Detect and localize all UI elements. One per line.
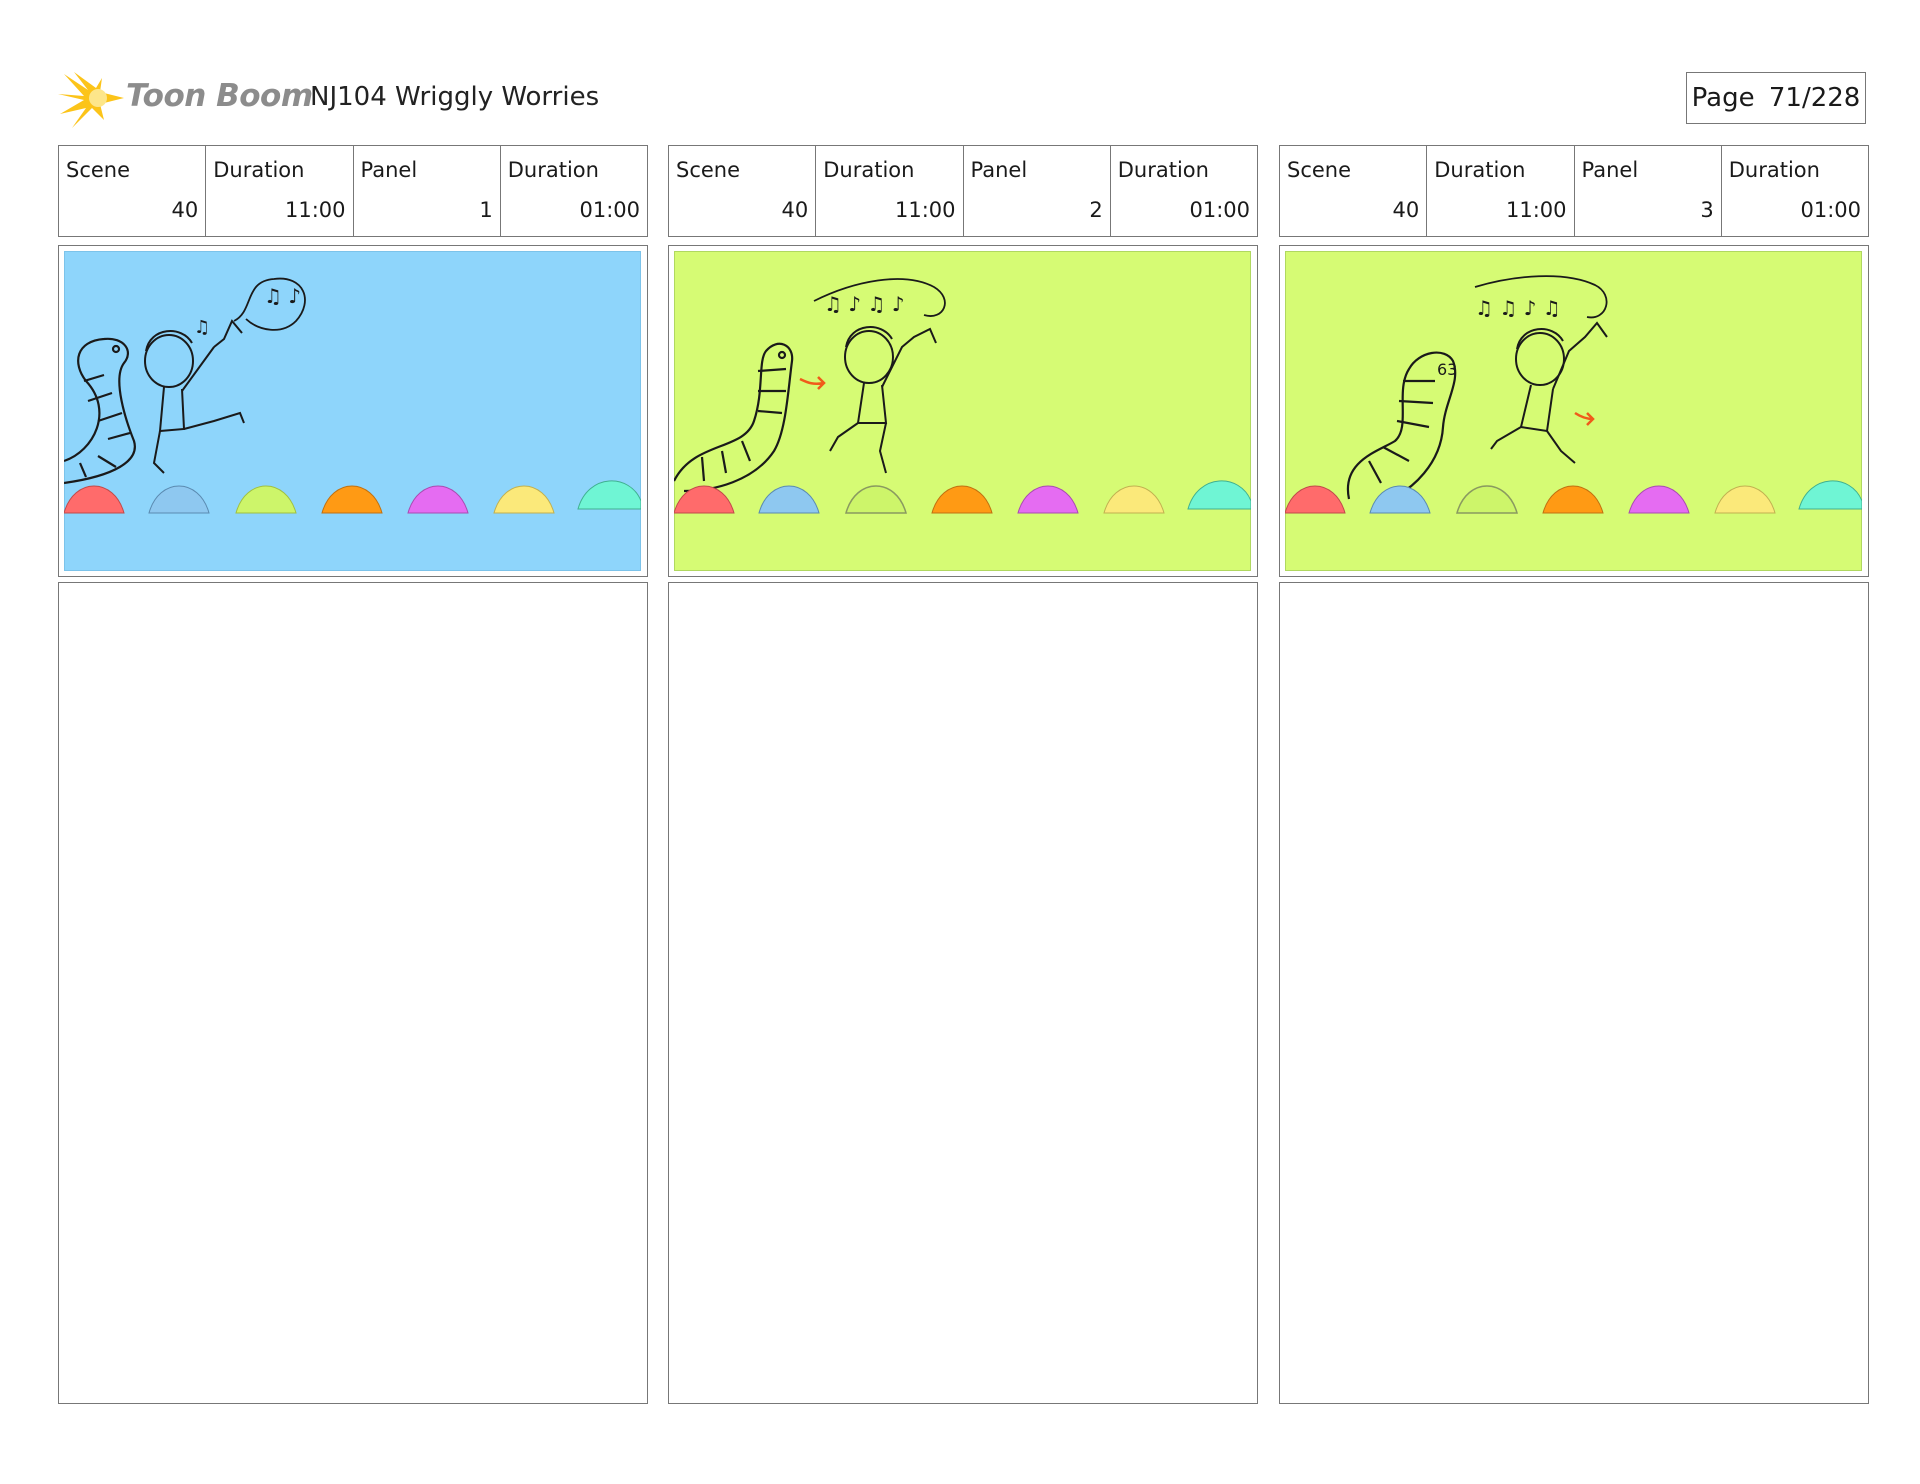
page-label: Page bbox=[1691, 83, 1755, 113]
panel-duration-cell: Duration 01:00 bbox=[1111, 146, 1257, 236]
panel-notes[interactable] bbox=[58, 582, 648, 1404]
svg-text:63: 63 bbox=[1437, 360, 1457, 379]
stone-red bbox=[64, 485, 125, 514]
panel-duration-cell: Duration 01:00 bbox=[501, 146, 647, 236]
stone-magenta bbox=[407, 485, 469, 514]
panel-duration-label: Duration bbox=[1728, 158, 1820, 182]
stone-orange bbox=[1542, 485, 1604, 514]
stone-blue bbox=[1369, 485, 1431, 514]
scene-label: Scene bbox=[1287, 158, 1352, 182]
scene-duration-cell: Duration 11:00 bbox=[816, 146, 964, 236]
stone-orange bbox=[931, 485, 993, 514]
scene-duration-value: 11:00 bbox=[894, 198, 956, 222]
starburst-icon bbox=[58, 72, 124, 128]
stone-red bbox=[1285, 485, 1346, 514]
panel-label: Panel bbox=[1581, 158, 1639, 182]
scene-value: 40 bbox=[1392, 198, 1420, 222]
panel-background bbox=[64, 251, 641, 571]
stone-teal bbox=[1187, 480, 1251, 510]
panel-cell: Panel 1 bbox=[354, 146, 501, 236]
stone-lime bbox=[1456, 485, 1518, 514]
page-header: Toon Boom NJ104 Wriggly Worries Page 71/… bbox=[58, 64, 1868, 136]
stone-teal bbox=[577, 480, 641, 510]
music-notes-drawing: ♫ ♪ ♫ ♪ bbox=[813, 278, 946, 317]
stone-teal bbox=[1798, 480, 1862, 510]
panel-duration-cell: Duration 01:00 bbox=[1722, 146, 1868, 236]
worm-drawing bbox=[64, 337, 136, 485]
panel-value: 2 bbox=[1089, 198, 1103, 222]
kid-drawing bbox=[144, 319, 245, 474]
panel-label: Panel bbox=[970, 158, 1028, 182]
scene-duration-cell: Duration 11:00 bbox=[1427, 146, 1575, 236]
project-title: NJ104 Wriggly Worries bbox=[310, 82, 600, 112]
stone-yellow bbox=[493, 485, 555, 514]
panel-cell: Panel 3 bbox=[1575, 146, 1722, 236]
scene-value: 40 bbox=[781, 198, 809, 222]
panel-info-table: Scene 40 Duration 11:00 Panel 2 Duration… bbox=[668, 145, 1258, 237]
panel-value: 1 bbox=[479, 198, 493, 222]
panel-duration-label: Duration bbox=[507, 158, 599, 182]
stone-lime bbox=[235, 485, 297, 514]
panel-notes[interactable] bbox=[668, 582, 1258, 1404]
scene-duration-value: 11:00 bbox=[1505, 198, 1567, 222]
scene-duration-value: 11:00 bbox=[284, 198, 346, 222]
panel-duration-label: Duration bbox=[1117, 158, 1209, 182]
panel-label: Panel bbox=[360, 158, 418, 182]
panel-notes[interactable] bbox=[1279, 582, 1869, 1404]
stone-yellow bbox=[1103, 485, 1165, 514]
panel-duration-value: 01:00 bbox=[1189, 198, 1250, 222]
panel-value: 3 bbox=[1700, 198, 1714, 222]
panel-image-frame: ♫ ♪ ♫ ♪ bbox=[668, 245, 1258, 577]
toon-boom-logo: Toon Boom bbox=[58, 64, 313, 136]
music-notes-drawing: ♫ ♫ ♪ ♫ bbox=[1474, 275, 1608, 320]
panel-image-frame: ♫ ♪ ♫ bbox=[58, 245, 648, 577]
page-indicator: Page 71/228 bbox=[1686, 72, 1866, 124]
panel-info-table: Scene 40 Duration 11:00 Panel 1 Duration… bbox=[58, 145, 648, 237]
svg-text:♫ ♫ ♪ ♫: ♫ ♫ ♪ ♫ bbox=[1475, 296, 1561, 320]
kid-drawing bbox=[1490, 321, 1608, 464]
stone-lime bbox=[845, 485, 907, 514]
scene-duration-label: Duration bbox=[1434, 158, 1526, 182]
panel-background bbox=[1285, 251, 1862, 571]
worm-drawing: 63 bbox=[1346, 351, 1457, 505]
arrow-drawing bbox=[1574, 411, 1595, 426]
stone-blue bbox=[148, 485, 210, 514]
panel-drawing: ♫ ♪ ♫ ♪ bbox=[674, 251, 1251, 571]
panel-cell: Panel 2 bbox=[964, 146, 1111, 236]
svg-text:♫ ♪: ♫ ♪ bbox=[264, 284, 301, 308]
arrow-drawing bbox=[799, 376, 826, 390]
stone-magenta bbox=[1628, 485, 1690, 514]
scene-duration-cell: Duration 11:00 bbox=[206, 146, 354, 236]
page-number: 71/228 bbox=[1768, 83, 1861, 113]
scene-value: 40 bbox=[171, 198, 199, 222]
panel-drawing: 63 ♫ ♫ ♪ ♫ bbox=[1285, 251, 1862, 571]
scene-duration-label: Duration bbox=[213, 158, 305, 182]
panel-drawing: ♫ ♪ ♫ bbox=[64, 251, 641, 571]
scene-duration-label: Duration bbox=[823, 158, 915, 182]
stone-blue bbox=[758, 485, 820, 514]
panel-duration-value: 01:00 bbox=[1800, 198, 1861, 222]
worm-drawing bbox=[674, 342, 794, 493]
music-notes-drawing: ♫ ♪ ♫ bbox=[194, 277, 306, 338]
panel-info-table: Scene 40 Duration 11:00 Panel 3 Duration… bbox=[1279, 145, 1869, 237]
svg-text:♫ ♪ ♫ ♪: ♫ ♪ ♫ ♪ bbox=[824, 292, 904, 316]
stone-magenta bbox=[1017, 485, 1079, 514]
kid-drawing bbox=[829, 326, 937, 474]
stone-red bbox=[674, 485, 735, 514]
stone-yellow bbox=[1714, 485, 1776, 514]
logo-text: Toon Boom bbox=[126, 78, 313, 114]
panel-image-frame: 63 ♫ ♫ ♪ ♫ bbox=[1279, 245, 1869, 577]
scene-cell: Scene 40 bbox=[1280, 146, 1428, 236]
scene-label: Scene bbox=[676, 158, 741, 182]
stone-orange bbox=[321, 485, 383, 514]
svg-text:♫: ♫ bbox=[194, 317, 210, 338]
panel-duration-value: 01:00 bbox=[579, 198, 640, 222]
scene-cell: Scene 40 bbox=[59, 146, 207, 236]
scene-label: Scene bbox=[66, 158, 131, 182]
scene-cell: Scene 40 bbox=[669, 146, 817, 236]
